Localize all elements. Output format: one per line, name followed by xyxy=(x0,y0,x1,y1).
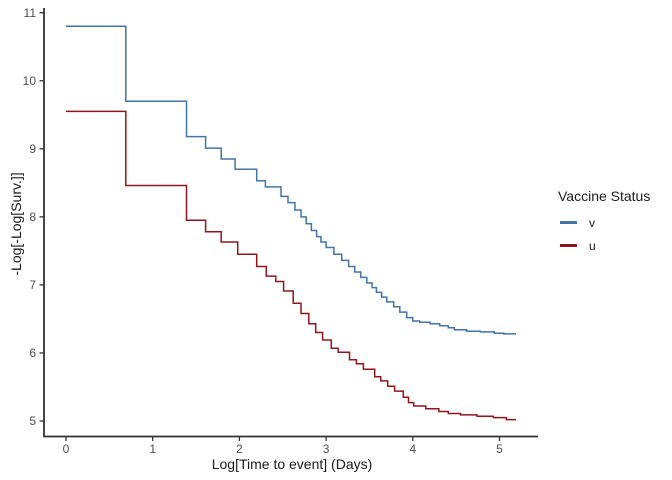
y-tick-label: 9 xyxy=(29,142,36,156)
y-tick-label: 10 xyxy=(23,74,37,88)
x-tick-label: 0 xyxy=(63,442,70,456)
x-tick-label: 4 xyxy=(409,442,416,456)
series-v-line xyxy=(66,25,516,335)
y-tick-label: 7 xyxy=(29,278,36,292)
legend-item-v: v xyxy=(558,211,650,234)
x-tick-label: 2 xyxy=(236,442,243,456)
x-axis-title: Log[Time to event] (Days) xyxy=(211,456,373,472)
legend-label-v: v xyxy=(589,215,595,230)
x-tick-label: 5 xyxy=(496,442,503,456)
y-axis-title: -Log[-Log[Surv.]] xyxy=(8,172,24,276)
legend-label-u: u xyxy=(589,238,596,253)
axis-spines xyxy=(43,8,538,438)
legend-swatch-v xyxy=(560,221,577,224)
y-tick-label: 11 xyxy=(24,6,37,20)
y-tick-label: 5 xyxy=(29,414,36,428)
y-tick-label: 6 xyxy=(29,346,36,360)
x-tick-label: 3 xyxy=(323,442,330,456)
legend-item-u: u xyxy=(558,234,650,257)
series-u-line xyxy=(66,110,516,421)
legend-title: Vaccine Status xyxy=(558,188,651,204)
x-tick-label: 1 xyxy=(149,442,156,456)
y-tick-label: 8 xyxy=(29,210,36,224)
legend-swatch-u xyxy=(560,244,577,247)
